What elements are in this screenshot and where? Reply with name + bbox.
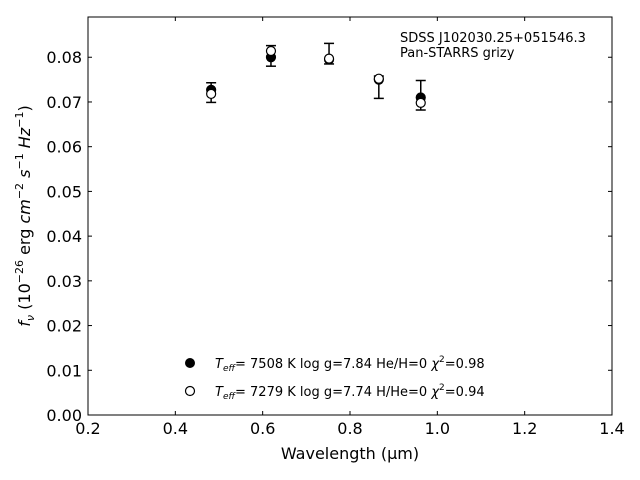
x-tick-label: 1.2 (512, 419, 537, 438)
x-tick-label: 1.0 (425, 419, 450, 438)
legend-marker-open (184, 385, 196, 397)
legend-2-chi2: =0.94 (445, 385, 485, 400)
legend-marker-filled (185, 358, 195, 368)
x-tick-label: 0.2 (75, 419, 100, 438)
legend-entry-2: Teff= 7279 K log g=7.74 H/He=0 χ2=0.94 (215, 383, 485, 402)
y-tick-label: 0.07 (46, 93, 82, 112)
chart-annotation-object: SDSS J102030.25+051546.3 (400, 31, 586, 46)
y-tick-label: 0.08 (46, 48, 82, 67)
x-axis-label: Wavelength (μm) (281, 444, 419, 463)
point-open (415, 97, 426, 108)
x-tick-label: 0.6 (250, 419, 275, 438)
legend-1-chi2: =0.98 (445, 357, 485, 372)
legend-2-teff: 7279 K (250, 385, 296, 400)
chart-annotation-survey: Pan-STARRS grizy (400, 46, 515, 61)
legend-2-comp: H/He=0 (376, 385, 427, 400)
legend-2-logg: log g=7.74 (300, 385, 372, 400)
legend-1-teff: 7508 K (250, 357, 296, 372)
point-open (323, 53, 335, 64)
legend-entry-1: Teff= 7508 K log g=7.84 He/H=0 χ2=0.98 (215, 355, 485, 374)
y-tick-label: 0.06 (46, 138, 82, 157)
data-points (206, 45, 426, 108)
x-tick-label: 0.4 (163, 419, 188, 438)
y-tick-label: 0.01 (46, 361, 82, 380)
x-tick-label: 0.8 (337, 419, 362, 438)
y-tick-label: 0.03 (46, 272, 82, 291)
point-open (206, 88, 217, 100)
y-tick-label: 0.00 (46, 406, 82, 425)
legend-1-comp: He/H=0 (376, 357, 427, 372)
y-tick-label: 0.05 (46, 182, 82, 201)
plot-frame (87, 16, 613, 416)
y-tick-label: 0.04 (46, 227, 82, 246)
legend-1-logg: log g=7.84 (300, 357, 372, 372)
x-tick-label: 1.4 (599, 419, 624, 438)
y-tick-label: 0.02 (46, 317, 82, 336)
point-open (265, 45, 277, 57)
axis-ticks: 0.2 0.4 0.6 0.8 1.0 1.2 1.4 0.00 0.01 0.02 0.03 0.0… (46, 17, 625, 438)
point-open (373, 73, 384, 84)
legend: Teff= 7508 K log g=7.84 He/H=0 χ2=0.98 T… (184, 355, 485, 402)
y-axis-label: fν (10−26 erg cm−2 s−1 Hz−1) (13, 105, 37, 326)
